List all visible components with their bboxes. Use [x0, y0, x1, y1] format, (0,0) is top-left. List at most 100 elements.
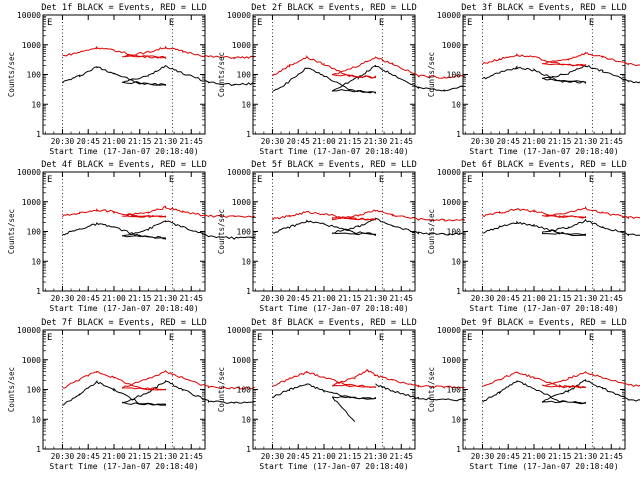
y-tick-label: 10000 [17, 11, 41, 20]
y-tick-label: 1 [246, 445, 251, 454]
x-axis-label: Start Time (17-Jan-07 20:18:40) [49, 462, 198, 471]
x-tick-label: 20:30 [261, 137, 285, 146]
x-tick-label: 20:45 [286, 137, 310, 146]
x-tick-label: 20:30 [51, 137, 75, 146]
x-tick-label: 20:45 [76, 137, 100, 146]
x-tick-label: 21:00 [102, 137, 126, 146]
e-marker: E [169, 333, 174, 343]
y-tick-label: 1 [246, 287, 251, 296]
y-tick-label: 100 [27, 228, 42, 237]
x-tick-label: 21:45 [180, 137, 204, 146]
x-axis-label: Start Time (17-Jan-07 20:18:40) [469, 304, 618, 313]
x-tick-label: 21:00 [522, 137, 546, 146]
events-series-line [483, 380, 640, 404]
x-tick-label: 21:45 [180, 294, 204, 303]
plot-frame [43, 172, 205, 291]
plot-frame [43, 330, 205, 449]
x-axis-label: Start Time (17-Jan-07 20:18:40) [259, 462, 408, 471]
plot-frame [43, 15, 205, 134]
y-axis-label: Counts/sec [7, 209, 16, 254]
y-tick-label: 1000 [22, 41, 41, 50]
y-tick-label: 100 [27, 71, 42, 80]
x-tick-label: 21:15 [338, 137, 362, 146]
lld-series-line [483, 53, 640, 67]
x-tick-label: 21:15 [128, 137, 152, 146]
detector-panel-3: Det 3f BLACK = Events, RED = LLD11010010… [427, 3, 640, 156]
x-tick-label: 20:30 [471, 294, 495, 303]
y-tick-label: 1000 [442, 356, 461, 365]
lld-series-line [483, 207, 640, 220]
x-tick-label: 20:30 [51, 294, 75, 303]
y-tick-label: 1000 [442, 198, 461, 207]
x-tick-label: 21:30 [154, 137, 178, 146]
e-marker: E [257, 333, 262, 343]
e-marker: E [589, 333, 594, 343]
plot-frame [253, 330, 415, 449]
x-tick-label: 21:45 [600, 452, 624, 461]
y-tick-label: 1000 [232, 41, 251, 50]
y-tick-label: 1 [456, 287, 461, 296]
plot-frame [253, 172, 415, 291]
x-tick-label: 21:00 [522, 452, 546, 461]
y-tick-label: 100 [27, 386, 42, 395]
detector-panel-6: Det 6f BLACK = Events, RED = LLD11010010… [427, 160, 640, 313]
panel-title: Det 2f BLACK = Events, RED = LLD [251, 3, 417, 13]
e-marker: E [467, 333, 472, 343]
y-axis-label: Counts/sec [7, 52, 16, 97]
x-axis-label: Start Time (17-Jan-07 20:18:40) [259, 304, 408, 313]
x-tick-label: 21:30 [364, 452, 388, 461]
panel-title: Det 6f BLACK = Events, RED = LLD [461, 160, 627, 170]
x-tick-label: 21:30 [364, 294, 388, 303]
y-tick-label: 10 [31, 257, 41, 266]
y-axis-label: Counts/sec [217, 209, 226, 254]
x-tick-label: 21:15 [338, 452, 362, 461]
y-tick-label: 1 [36, 130, 41, 139]
e-marker: E [47, 175, 52, 185]
y-tick-label: 1 [36, 445, 41, 454]
x-tick-label: 21:30 [574, 294, 598, 303]
y-tick-label: 1 [36, 287, 41, 296]
x-axis-label: Start Time (17-Jan-07 20:18:40) [259, 147, 408, 156]
e-marker: E [169, 18, 174, 28]
e-marker: E [257, 175, 262, 185]
y-tick-label: 10 [31, 415, 41, 424]
y-tick-label: 10000 [437, 326, 461, 335]
x-tick-label: 21:00 [102, 294, 126, 303]
x-tick-label: 20:45 [286, 452, 310, 461]
x-tick-label: 20:30 [261, 452, 285, 461]
panel-title: Det 8f BLACK = Events, RED = LLD [251, 318, 417, 328]
y-tick-label: 10 [241, 100, 251, 109]
events-series-line [483, 220, 640, 237]
x-tick-label: 21:00 [102, 452, 126, 461]
x-tick-label: 21:15 [548, 294, 572, 303]
y-tick-label: 100 [447, 71, 462, 80]
panel-title: Det 3f BLACK = Events, RED = LLD [461, 3, 627, 13]
y-axis-label: Counts/sec [217, 367, 226, 412]
x-tick-label: 21:15 [128, 294, 152, 303]
y-tick-label: 100 [237, 228, 252, 237]
e-marker: E [47, 18, 52, 28]
y-tick-label: 1 [456, 130, 461, 139]
x-tick-label: 21:15 [338, 294, 362, 303]
panel-title: Det 1f BLACK = Events, RED = LLD [41, 3, 207, 13]
y-tick-label: 100 [447, 228, 462, 237]
y-tick-label: 10 [241, 257, 251, 266]
y-tick-label: 1000 [232, 198, 251, 207]
x-tick-label: 21:45 [390, 137, 414, 146]
x-tick-label: 21:15 [128, 452, 152, 461]
y-tick-label: 10000 [227, 168, 251, 177]
y-tick-label: 10 [241, 415, 251, 424]
panel-title: Det 4f BLACK = Events, RED = LLD [41, 160, 207, 170]
x-tick-label: 21:45 [600, 137, 624, 146]
y-tick-label: 100 [447, 386, 462, 395]
x-tick-label: 21:30 [574, 452, 598, 461]
x-tick-label: 21:15 [548, 137, 572, 146]
lld-series-line [483, 372, 640, 388]
x-tick-label: 21:30 [364, 137, 388, 146]
y-tick-label: 10000 [227, 326, 251, 335]
e-marker: E [379, 18, 384, 28]
panel-title: Det 9f BLACK = Events, RED = LLD [461, 318, 627, 328]
x-tick-label: 21:15 [548, 452, 572, 461]
y-tick-label: 1000 [22, 356, 41, 365]
